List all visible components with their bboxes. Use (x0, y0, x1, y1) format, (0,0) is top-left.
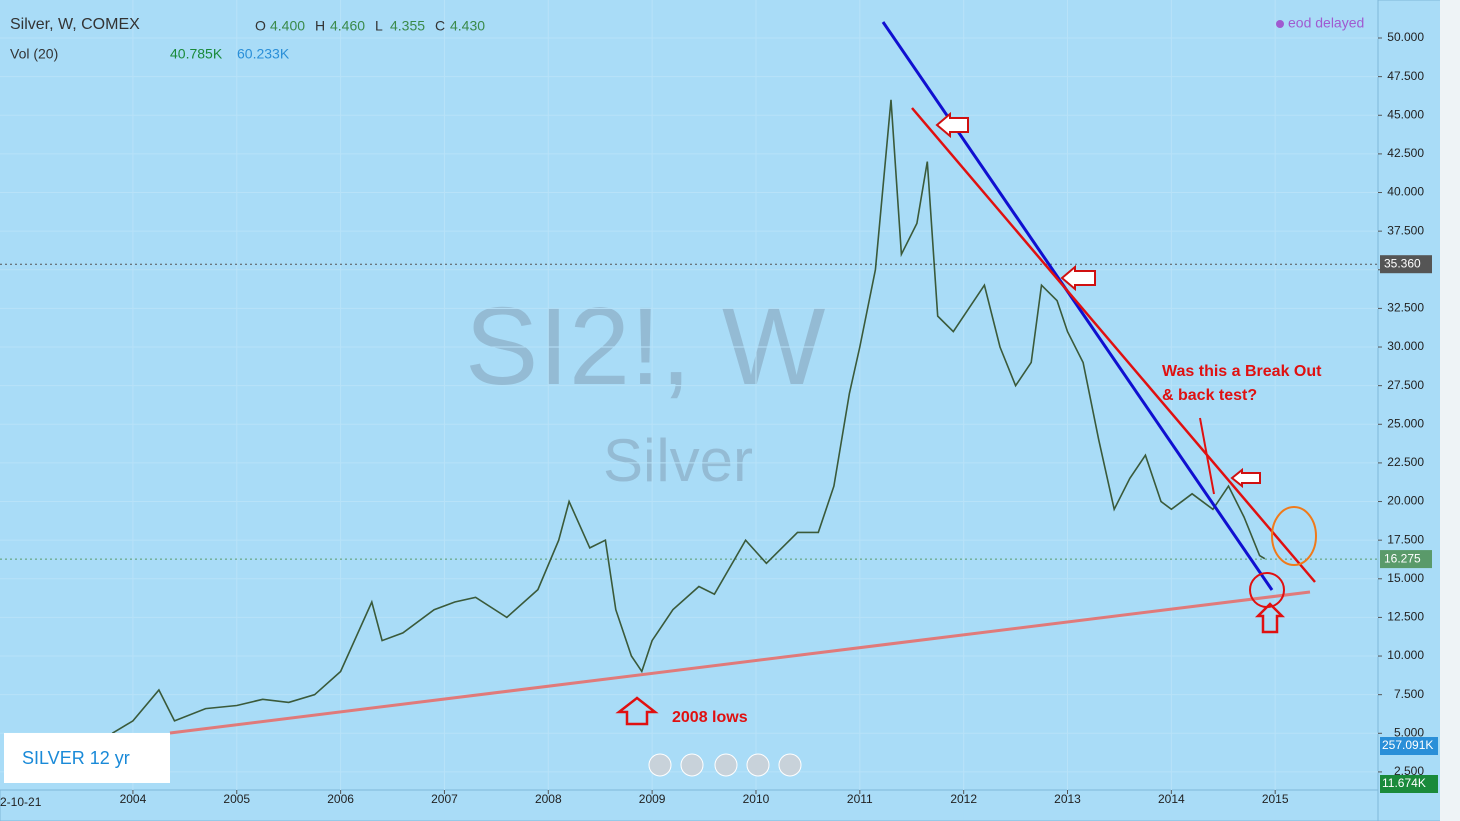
y-tick-label: 42.500 (1387, 146, 1424, 160)
x-tick-label: 2005 (223, 792, 250, 806)
price-tag-label: 35.360 (1384, 256, 1421, 270)
y-tick-label: 32.500 (1387, 301, 1424, 315)
red-trendline (911, 107, 1316, 583)
x-tick-label: 2006 (327, 792, 354, 806)
ohlc-key: C (435, 18, 445, 34)
scroll-right-button[interactable] (778, 753, 802, 777)
arrow-left (935, 111, 969, 139)
y-tick-label: 17.500 (1387, 532, 1424, 546)
y-tick-label: 10.000 (1387, 648, 1424, 662)
zoom-controls (648, 753, 802, 777)
status: eod delayed (1288, 15, 1364, 31)
x-tick-label: 2013 (1054, 792, 1081, 806)
volume-ma: 60.233K (237, 46, 290, 62)
y-tick-label: 7.500 (1394, 687, 1424, 701)
support-trendline (169, 590, 1311, 735)
ohlc-value: 4.460 (330, 18, 365, 34)
volume-value: 40.785K (170, 46, 223, 62)
annotation: & back test? (1162, 387, 1257, 404)
price-tag (1380, 255, 1432, 274)
circle-marker (1249, 572, 1285, 608)
y-tick-label: 50.000 (1387, 30, 1424, 44)
arrow-left (1230, 467, 1261, 489)
status-dot (1276, 20, 1284, 28)
scroll-left-button[interactable] (648, 753, 672, 777)
price-tag-label: 16.275 (1384, 551, 1421, 565)
y-tick-label: 47.500 (1387, 69, 1424, 83)
y-tick-label: 37.500 (1387, 223, 1424, 237)
volume-tag-label: 11.674K (1382, 776, 1426, 790)
symbol-title[interactable]: Silver, W, COMEX (10, 16, 140, 33)
arrow-up (615, 696, 659, 726)
x-tick-label: 2012 (950, 792, 977, 806)
ellipse-marker (1271, 506, 1317, 566)
x-tick-label: 2007 (431, 792, 458, 806)
ohlc-value: 4.355 (390, 18, 425, 34)
plot (0, 0, 1378, 790)
reset-button[interactable] (714, 753, 738, 777)
ohlc-key: H (315, 18, 325, 34)
scrollbar (1440, 0, 1460, 821)
price-line-series (111, 99, 1266, 734)
date-cut: 2-10-21 (0, 795, 42, 809)
annotation: Was this a Break Out (1162, 363, 1322, 380)
y-tick-label: 45.000 (1387, 107, 1424, 121)
x-tick-label: 2010 (743, 792, 770, 806)
y-tick-label: 5.000 (1394, 725, 1424, 739)
zoom-out-button[interactable] (680, 753, 704, 777)
x-tick-label: 2015 (1262, 792, 1289, 806)
y-tick-label: 2.500 (1394, 764, 1424, 778)
x-tick-label: 2009 (639, 792, 666, 806)
x-tick-label: 2008 (535, 792, 562, 806)
ohlc-value: 4.430 (450, 18, 485, 34)
ohlc: O 4.400 H 4.460 L 4.355 C 4.430 (255, 18, 485, 34)
ohlc-value: 4.400 (270, 18, 305, 34)
y-tick-label: 25.000 (1387, 416, 1424, 430)
volume-tag-label: 257.091K (1382, 738, 1433, 752)
arrow-left (1060, 264, 1096, 292)
y-tick-label: 15.000 (1387, 571, 1424, 585)
time-axis (0, 789, 1379, 821)
badge (4, 733, 170, 783)
volume-tag (1380, 737, 1438, 755)
x-tick-label: 2004 (120, 792, 147, 806)
y-tick-label: 20.000 (1387, 494, 1424, 508)
arrow-up (1254, 602, 1286, 634)
volume-title[interactable]: Vol (20) (10, 46, 58, 62)
x-tick-label: 2011 (847, 792, 873, 806)
volume-tag (1380, 775, 1438, 793)
y-tick-label: 40.000 (1387, 185, 1424, 199)
zoom-in-button[interactable] (746, 753, 770, 777)
y-tick-label: 30.000 (1387, 339, 1424, 353)
price-tag (1380, 550, 1432, 569)
watermark-sub: Silver (603, 427, 753, 494)
ohlc-key: L (375, 18, 383, 34)
y-tick-label: 27.500 (1387, 378, 1424, 392)
ohlc-key: O (255, 18, 266, 34)
x-tick-label: 2014 (1158, 792, 1185, 806)
annotation: 2008 lows (672, 709, 748, 726)
pointer-line (1199, 417, 1215, 495)
y-tick-label: 22.500 (1387, 455, 1424, 469)
y-tick-label: 12.500 (1387, 610, 1424, 624)
badge-text: SILVER 12 yr (22, 748, 130, 768)
